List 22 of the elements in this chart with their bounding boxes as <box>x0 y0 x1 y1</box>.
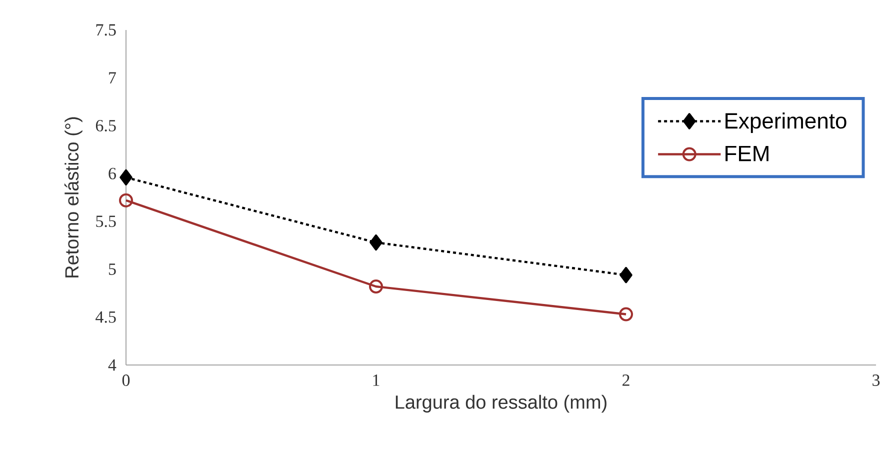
y-tick-label: 4.5 <box>96 311 116 323</box>
y-tick-label: 5 <box>108 264 116 275</box>
y-axis-title: Retorno elástico (°) <box>64 117 82 278</box>
x-tick-label: 3 <box>872 374 880 386</box>
x-tick-label: 1 <box>373 374 380 386</box>
y-tick-label: 4 <box>108 359 116 371</box>
x-axis-title: Largura do ressalto (mm) <box>396 394 606 413</box>
point <box>619 307 634 322</box>
point <box>370 234 382 251</box>
y-tick-label: 7.5 <box>96 24 116 36</box>
point <box>120 169 132 186</box>
point <box>620 266 632 284</box>
y-tick-label: 7 <box>109 72 116 84</box>
y-tick-label: 6.5 <box>96 120 116 132</box>
legend-label: FEM <box>726 146 768 162</box>
legend-label: Experimento <box>726 112 846 134</box>
y-tick-label: 6 <box>108 168 116 180</box>
point <box>119 193 134 208</box>
point <box>369 280 384 294</box>
x-tick-label: 0 <box>122 374 130 386</box>
x-tick-label: 2 <box>622 374 630 386</box>
y-tick-label: 5.5 <box>96 216 116 228</box>
